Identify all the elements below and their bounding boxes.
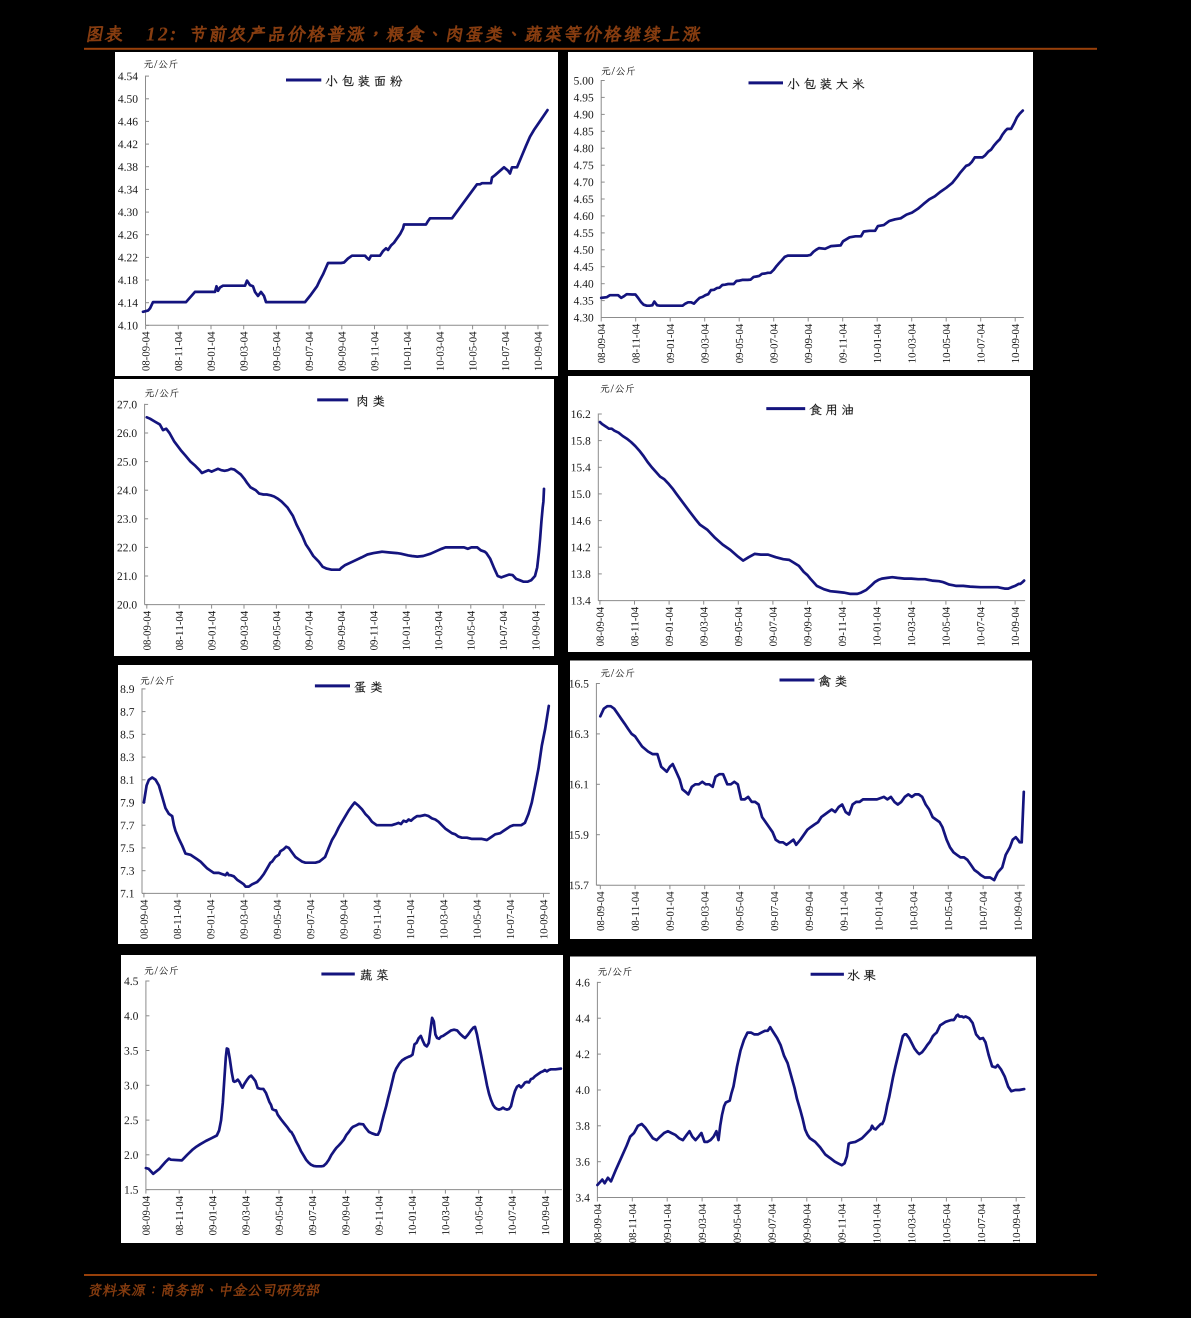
svg-text:12:: 12: (146, 24, 179, 45)
